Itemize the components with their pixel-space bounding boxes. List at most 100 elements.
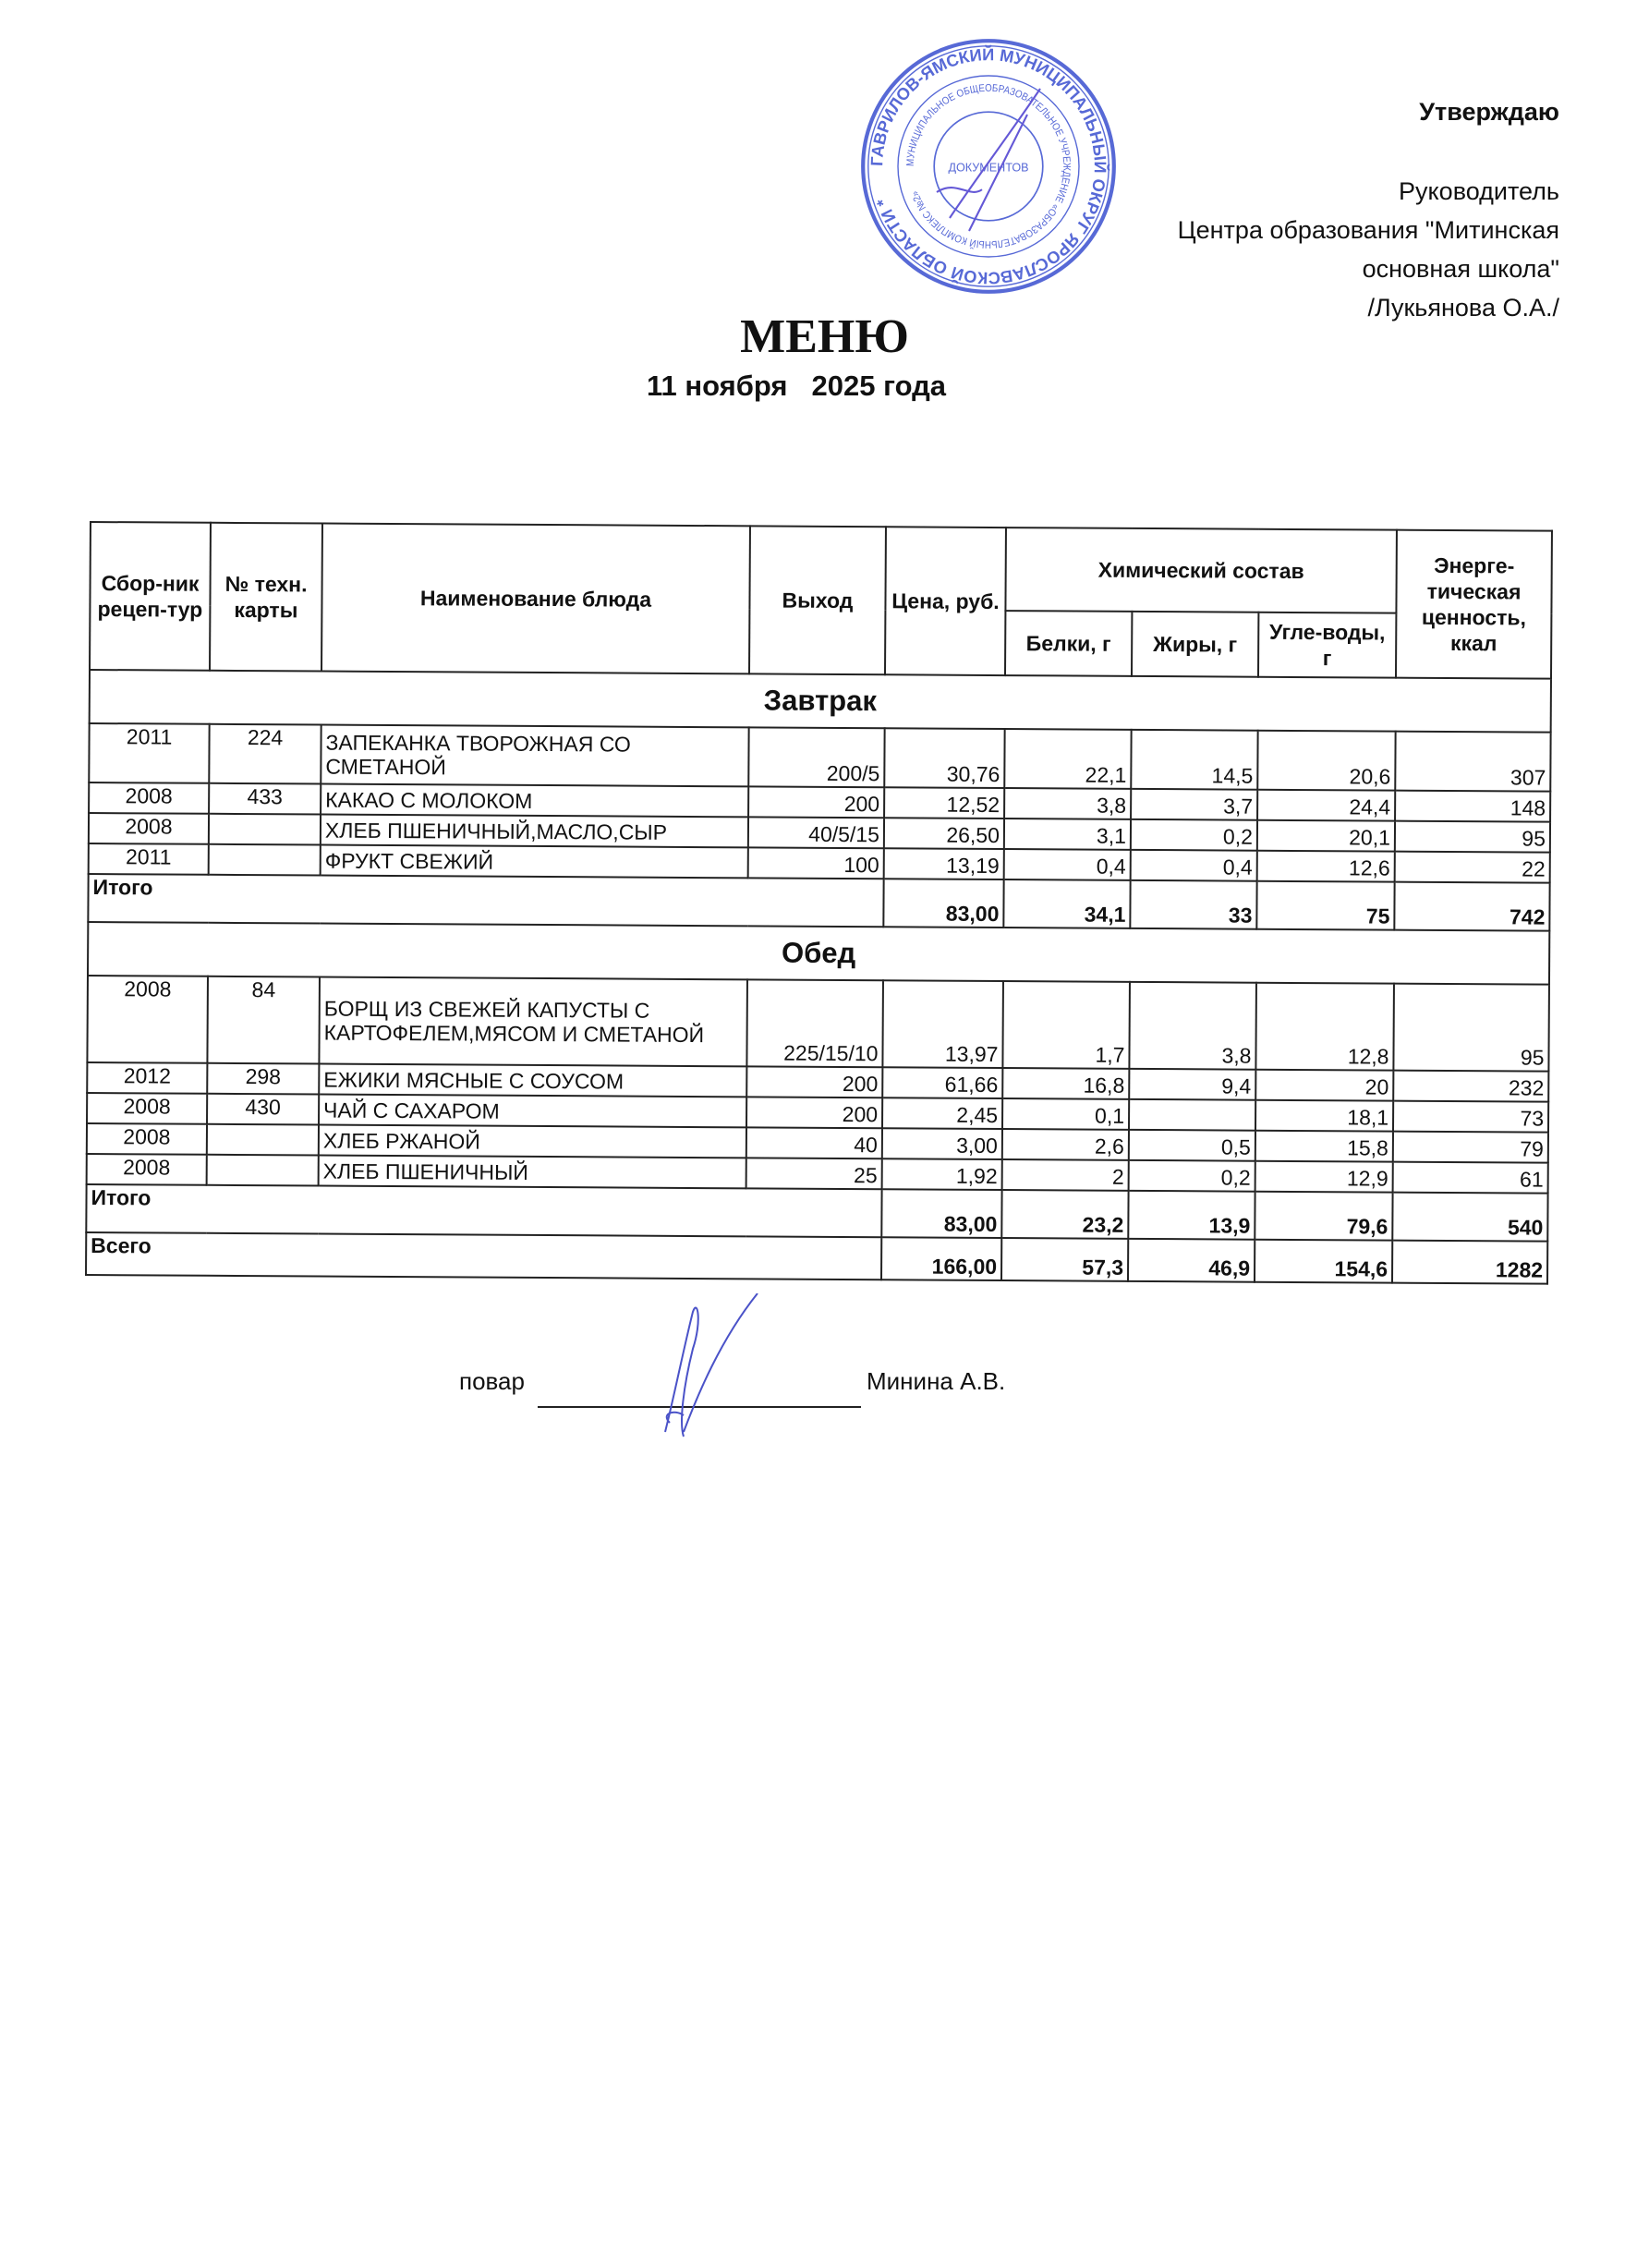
header-name: Наименование блюда bbox=[321, 523, 750, 674]
approval-line: основная школа" bbox=[1362, 255, 1559, 283]
cell-energy: 232 bbox=[1393, 1070, 1549, 1102]
cell-collection: 2008 bbox=[87, 975, 208, 1063]
cell-protein: 22,1 bbox=[1004, 729, 1132, 789]
header-carbs: Угле-воды, г bbox=[1257, 612, 1397, 678]
cell-fat: 0,2 bbox=[1130, 819, 1258, 851]
signature-line bbox=[538, 1406, 861, 1408]
cell-collection: 2008 bbox=[86, 1122, 208, 1155]
grand-total-label: Всего bbox=[86, 1231, 882, 1280]
cell-name: ХЛЕБ ПШЕНИЧНЫЙ bbox=[318, 1155, 746, 1189]
cell-yield: 100 bbox=[747, 847, 884, 879]
total-energy: 742 bbox=[1394, 881, 1550, 931]
section-row: Обед bbox=[87, 921, 1550, 985]
header-yield: Выход bbox=[749, 526, 886, 675]
approval-line: Центра образования "Митинская bbox=[1177, 216, 1559, 244]
cook-signature bbox=[664, 1293, 758, 1437]
cell-carbs: 15,8 bbox=[1255, 1130, 1394, 1162]
cook-role: повар bbox=[459, 1367, 525, 1395]
header-fat: Жиры, г bbox=[1131, 611, 1259, 677]
cell-protein: 3,1 bbox=[1003, 819, 1132, 850]
cell-name: БОРЩ ИЗ СВЕЖЕЙ КАПУСТЫ С КАРТОФЕЛЕМ,МЯСО… bbox=[319, 976, 747, 1067]
cell-yield: 200 bbox=[746, 1097, 883, 1129]
cell-card bbox=[208, 813, 321, 845]
cell-carbs: 12,8 bbox=[1255, 982, 1394, 1071]
approval-heading: Утверждаю bbox=[1419, 98, 1559, 126]
cell-name: ЕЖИКИ МЯСНЫЕ С СОУСОМ bbox=[319, 1063, 747, 1098]
page-title: МЕНЮ bbox=[0, 309, 1649, 364]
header-chem: Химический состав bbox=[1005, 528, 1397, 613]
total-protein: 34,1 bbox=[1003, 879, 1131, 928]
total-fat: 13,9 bbox=[1128, 1190, 1255, 1240]
total-fat: 33 bbox=[1130, 879, 1257, 929]
cell-collection: 2011 bbox=[89, 723, 210, 783]
cell-carbs: 12,6 bbox=[1256, 850, 1395, 882]
cell-name: ЧАЙ С САХАРОМ bbox=[319, 1094, 747, 1128]
total-carbs: 75 bbox=[1256, 880, 1395, 930]
section-title: Обед bbox=[87, 921, 1550, 985]
cell-price: 12,52 bbox=[884, 787, 1005, 819]
cell-collection: 2012 bbox=[87, 1061, 208, 1094]
header-collection: Сбор-ник рецеп-тур bbox=[90, 522, 211, 671]
cell-card bbox=[206, 1123, 320, 1156]
cell-carbs: 12,9 bbox=[1255, 1160, 1393, 1193]
cell-price: 1,92 bbox=[881, 1158, 1002, 1191]
cell-protein: 1,7 bbox=[1002, 981, 1130, 1069]
header-energy: Энерге-тическая ценность, ккал bbox=[1396, 529, 1552, 679]
cell-protein: 2,6 bbox=[1001, 1129, 1129, 1160]
cell-name: КАКАО С МОЛОКОМ bbox=[321, 783, 749, 818]
cell-protein: 3,8 bbox=[1004, 788, 1132, 819]
total-row: Итого 83,00 23,2 13,9 79,6 540 bbox=[86, 1183, 1548, 1242]
table-row: 2011 224 ЗАПЕКАНКА ТВОРОЖНАЯ СО СМЕТАНОЙ 20… bbox=[89, 723, 1551, 792]
date-day: 11 ноября bbox=[647, 370, 788, 402]
cell-fat: 14,5 bbox=[1131, 729, 1258, 790]
total-protein: 23,2 bbox=[1001, 1190, 1129, 1239]
cell-name: ФРУКТ СВЕЖИЙ bbox=[320, 844, 748, 879]
cell-card: 224 bbox=[209, 723, 321, 784]
cell-card: 430 bbox=[207, 1093, 320, 1125]
cell-yield: 200 bbox=[748, 786, 885, 819]
header-protein: Белки, г bbox=[1004, 611, 1133, 676]
cell-price: 61,66 bbox=[882, 1067, 1003, 1099]
cell-card: 433 bbox=[209, 782, 321, 815]
cell-price: 13,19 bbox=[883, 848, 1004, 880]
cell-collection: 2008 bbox=[89, 782, 210, 814]
menu-table: Сбор-ник рецеп-тур № техн. карты Наимено… bbox=[85, 521, 1553, 1285]
grand-total-fat: 46,9 bbox=[1127, 1238, 1255, 1282]
cell-protein: 0,4 bbox=[1003, 849, 1131, 880]
official-stamp: ГАВРИЛОВ-ЯМСКИЙ МУНИЦИПАЛЬНЫЙ ОКРУГ ЯРОС… bbox=[861, 39, 1116, 294]
cell-fat: 9,4 bbox=[1129, 1068, 1256, 1100]
cell-fat: 0,2 bbox=[1128, 1159, 1255, 1192]
cell-price: 30,76 bbox=[884, 728, 1005, 789]
grand-total-row: Всего 166,00 57,3 46,9 154,6 1282 bbox=[86, 1231, 1548, 1284]
cell-price: 13,97 bbox=[882, 980, 1003, 1069]
total-price: 83,00 bbox=[883, 879, 1004, 928]
cell-name: ЗАПЕКАНКА ТВОРОЖНАЯ СО СМЕТАНОЙ bbox=[321, 724, 749, 787]
cell-energy: 307 bbox=[1395, 731, 1551, 792]
menu-date: 11 ноября 2025 года bbox=[647, 370, 946, 403]
cell-yield: 225/15/10 bbox=[746, 979, 883, 1068]
cell-fat: 3,7 bbox=[1131, 788, 1258, 820]
cell-collection: 2008 bbox=[86, 1153, 207, 1185]
cell-price: 2,45 bbox=[882, 1098, 1003, 1130]
cell-yield: 40/5/15 bbox=[747, 817, 885, 849]
total-label: Итого bbox=[88, 873, 884, 928]
date-year: 2025 года bbox=[811, 370, 947, 402]
cell-energy: 95 bbox=[1393, 983, 1549, 1072]
total-price: 83,00 bbox=[881, 1189, 1002, 1239]
cell-collection: 2011 bbox=[88, 843, 209, 875]
header-card: № техн. карты bbox=[210, 522, 322, 672]
cell-yield: 200/5 bbox=[748, 727, 885, 788]
cell-energy: 22 bbox=[1394, 851, 1550, 883]
cell-card bbox=[208, 843, 321, 876]
grand-total-protein: 57,3 bbox=[1000, 1238, 1129, 1281]
grand-total-price: 166,00 bbox=[880, 1237, 1002, 1281]
cell-card bbox=[206, 1154, 319, 1186]
grand-total-energy: 1282 bbox=[1392, 1240, 1548, 1284]
total-row: Итого 83,00 34,1 33 75 742 bbox=[88, 873, 1550, 931]
section-row: Завтрак bbox=[89, 670, 1552, 733]
section-title: Завтрак bbox=[89, 670, 1552, 733]
cell-carbs: 24,4 bbox=[1257, 789, 1396, 821]
approval-line: Руководитель bbox=[1399, 177, 1559, 205]
cook-name: Минина А.В. bbox=[867, 1367, 1006, 1395]
grand-total-carbs: 154,6 bbox=[1254, 1239, 1393, 1283]
